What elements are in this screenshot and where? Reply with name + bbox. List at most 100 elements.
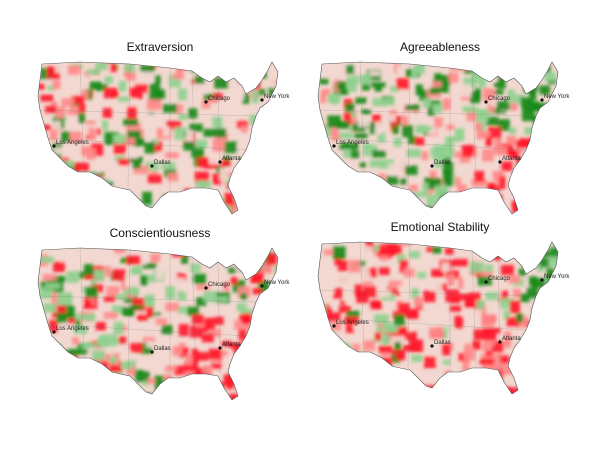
county-cell [265,364,272,373]
county-cell [201,248,212,258]
county-cell [363,74,371,85]
county-cell [99,368,109,380]
county-cell [419,197,428,205]
county-cell [253,381,269,387]
county-cell [247,160,257,172]
county-cell [121,306,135,316]
county-cell [516,147,524,155]
county-cell [347,382,359,389]
county-cell [463,77,476,89]
county-cell [374,314,389,324]
state-border [497,255,501,369]
panel-extraversion: Extraversion Chicago New York Atlanta Los A… [20,38,300,238]
county-cell [457,184,467,195]
county-cell [481,198,494,210]
county-cell [424,118,439,126]
county-cell [400,178,407,186]
county-cell [323,180,333,194]
county-cell [454,315,464,324]
county-cell [429,178,442,189]
county-cell [332,246,346,260]
state-border [359,242,365,353]
county-cell [242,93,250,104]
county-cell [510,102,518,111]
county-cell [374,249,381,257]
county-cell [414,137,425,146]
county-cell [359,162,366,168]
county-cell [62,195,76,207]
county-cell [442,98,451,111]
county-cell [89,208,97,214]
county-cell [497,119,510,131]
county-cell [86,388,94,396]
county-cell [441,262,450,271]
county-cell [325,351,336,363]
county-cell [174,365,187,375]
county-cell [126,255,141,265]
county-cell [78,104,86,113]
county-cell [476,243,486,249]
county-cell [240,370,250,378]
county-cell [388,244,402,255]
county-cell [437,374,450,383]
county-cell [361,109,372,115]
county-cell [166,121,182,130]
county-cell [117,158,130,166]
county-cell [471,309,482,321]
county-cell [201,376,212,387]
county-cell [223,124,237,134]
county-cell [539,85,551,95]
county-cell [259,399,274,400]
county-cell [66,147,74,153]
county-cell [418,107,426,113]
county-cell [51,292,62,304]
county-cell [69,393,79,400]
panel-title: Extraversion [126,40,194,54]
county-cell [427,104,436,116]
county-cell [194,397,204,400]
county-cell [560,376,571,388]
county-cell [372,150,386,158]
county-cell [155,318,168,325]
city-label: New York [544,274,570,280]
city-dot [52,144,56,148]
county-cell [408,136,418,145]
county-cell [522,352,536,359]
county-cell [256,366,265,380]
county-cell [547,133,558,146]
county-cell [474,171,485,182]
county-cell [267,357,278,364]
county-cell [45,152,53,159]
county-cell [48,188,58,195]
county-cell [424,177,434,190]
county-cell [540,350,548,359]
county-cell [85,286,98,298]
county-cell [490,380,504,394]
county-cell [394,341,402,352]
county-cell [356,272,371,279]
county-cell [549,280,558,287]
county-cell [126,365,136,376]
county-cell [240,200,255,212]
county-cell [232,280,246,292]
county-cell [57,388,68,396]
county-cell [75,283,91,291]
county-cell [109,361,123,373]
county-cell [436,384,447,391]
county-cell [539,114,550,124]
city-label: New York [264,280,290,286]
county-cell [165,286,176,300]
county-cell [553,369,558,380]
city-dot [498,340,502,344]
county-cell [431,269,444,278]
county-cell [411,288,419,299]
county-cell [260,260,273,274]
county-cell [53,261,65,272]
county-cell [503,310,511,320]
city-dot [430,344,434,348]
county-cell [355,97,367,104]
county-cell [268,148,275,156]
county-cell [80,192,87,201]
county-cell [144,142,155,154]
county-cell [172,73,185,80]
